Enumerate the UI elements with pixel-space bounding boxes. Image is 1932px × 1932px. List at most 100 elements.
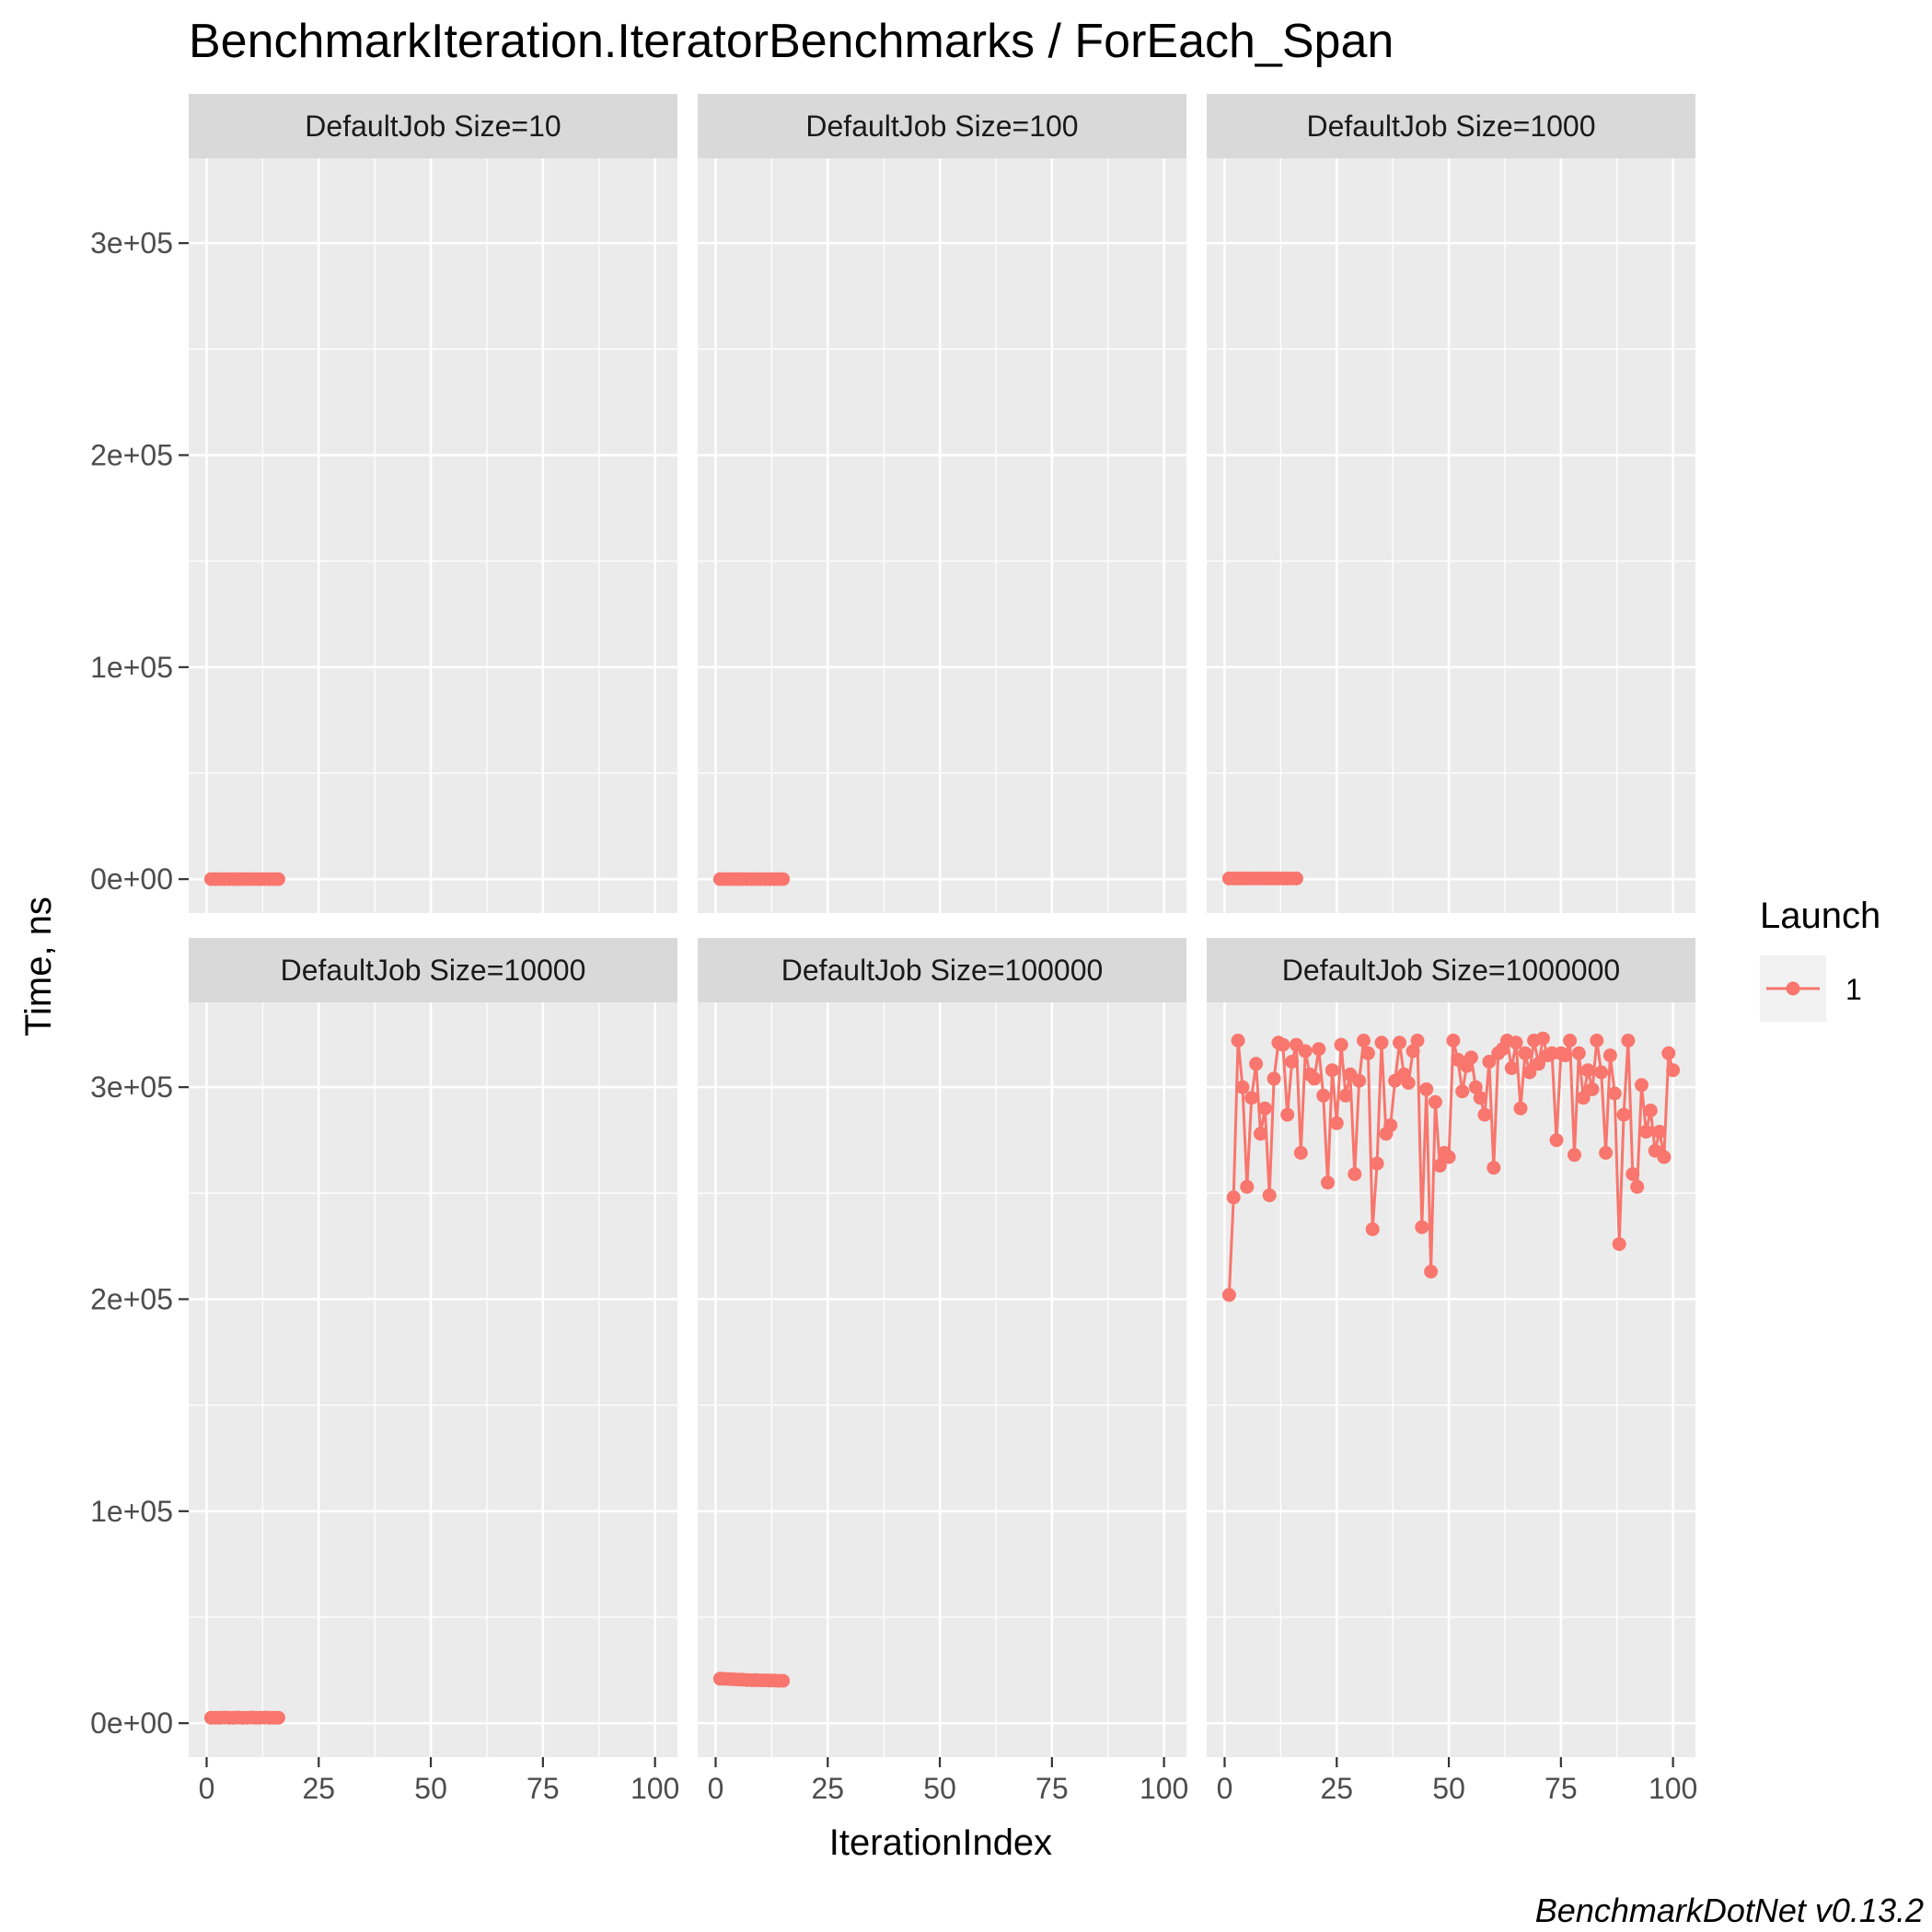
data-point — [1513, 1101, 1528, 1116]
data-point — [1568, 1148, 1581, 1163]
facet-panel: DefaultJob Size=1000000 — [1207, 938, 1695, 1757]
data-point — [1643, 1104, 1658, 1117]
y-tick-label: 2e+05 — [90, 438, 173, 471]
data-point — [1289, 871, 1303, 885]
y-tick-label: 0e+00 — [90, 1706, 173, 1740]
data-point — [1558, 1048, 1573, 1063]
data-point — [1607, 1086, 1622, 1101]
data-point — [1338, 1088, 1353, 1103]
data-point — [1666, 1063, 1681, 1078]
x-axis-ticks: 0 25 50 75 100 0 25 50 75 100 0 25 50 75 100 — [199, 1757, 1697, 1805]
data-point — [1602, 1048, 1617, 1063]
x-tick-label: 75 — [1544, 1772, 1578, 1805]
x-axis-title: IterationIndex — [829, 1822, 1052, 1863]
data-point — [1254, 1127, 1267, 1141]
data-point — [1298, 1044, 1313, 1059]
x-tick-label: 50 — [1432, 1772, 1465, 1805]
data-point — [1285, 1055, 1300, 1069]
panel-background — [189, 158, 677, 913]
data-point — [1535, 1031, 1550, 1046]
x-tick-label: 100 — [1649, 1772, 1697, 1805]
panel-background — [698, 1002, 1186, 1757]
data-point — [1657, 1150, 1672, 1164]
y-axis-title: Time, ns — [18, 897, 59, 1036]
facet-strip-label: DefaultJob Size=100 — [805, 110, 1078, 143]
x-tick-label: 25 — [1320, 1772, 1353, 1805]
data-point — [1428, 1094, 1442, 1109]
data-point — [1365, 1222, 1380, 1236]
series-line — [1227, 1035, 1675, 1295]
data-point — [1518, 1046, 1533, 1060]
chart-title: BenchmarkIteration.IteratorBenchmarks / … — [189, 15, 1394, 68]
x-tick-label: 50 — [414, 1772, 447, 1805]
data-point — [1244, 1091, 1259, 1105]
facet-strip — [189, 94, 677, 158]
data-point — [1406, 1044, 1420, 1059]
x-tick-label: 50 — [923, 1772, 956, 1805]
facet-strip — [189, 938, 677, 1002]
data-point — [1563, 1034, 1578, 1047]
data-point — [1487, 1161, 1501, 1175]
data-point — [1393, 1035, 1406, 1050]
data-point — [1571, 1046, 1586, 1060]
facet-strip-label: DefaultJob Size=1000000 — [1282, 954, 1620, 987]
facet-panel: DefaultJob Size=10 — [189, 94, 677, 913]
legend-key-point — [1786, 981, 1800, 996]
data-point — [1522, 1065, 1537, 1080]
data-point — [1616, 1107, 1631, 1122]
data-point — [1307, 1071, 1322, 1086]
data-point — [1504, 1060, 1519, 1075]
data-point — [1580, 1063, 1595, 1078]
facet-strip-label: DefaultJob Size=100000 — [781, 954, 1104, 987]
y-tick-label: 0e+00 — [90, 862, 173, 896]
data-point — [1585, 1082, 1600, 1096]
data-point — [1532, 1057, 1545, 1071]
data-point — [1590, 1034, 1604, 1047]
x-tick-label: 75 — [526, 1772, 560, 1805]
x-tick-label: 25 — [302, 1772, 335, 1805]
x-tick-label: 0 — [708, 1772, 724, 1805]
data-point — [1360, 1046, 1375, 1060]
data-point — [1635, 1078, 1649, 1093]
data-point — [1415, 1220, 1429, 1234]
x-tick-label: 25 — [811, 1772, 844, 1805]
data-point — [1370, 1156, 1384, 1171]
data-point — [1549, 1133, 1564, 1148]
data-point — [1316, 1088, 1331, 1103]
facet-panel: DefaultJob Size=1000 — [1207, 94, 1695, 913]
data-point — [1312, 1042, 1326, 1057]
data-point — [1621, 1034, 1636, 1047]
data-point — [1321, 1175, 1335, 1190]
y-tick-label: 2e+05 — [90, 1282, 173, 1315]
data-point — [1652, 1125, 1667, 1139]
facet-panels: DefaultJob Size=10 DefaultJob Size=100 Def… — [189, 94, 1695, 1757]
data-point — [1482, 1055, 1497, 1069]
data-point — [1612, 1237, 1626, 1252]
y-axis-ticks: 0e+00 1e+05 2e+05 3e+05 0e+00 1e+05 2e+05 3e+05 — [90, 226, 189, 1740]
data-point — [1473, 1091, 1487, 1105]
facet-panel: DefaultJob Size=100 — [698, 94, 1186, 913]
data-point — [1410, 1034, 1425, 1047]
facet-strip-label: DefaultJob Size=1000 — [1307, 110, 1596, 143]
x-tick-label: 100 — [631, 1772, 679, 1805]
data-point — [1231, 1034, 1245, 1047]
data-point — [1441, 1150, 1456, 1164]
facet-strip — [698, 94, 1186, 158]
data-point — [1235, 1080, 1250, 1094]
facet-strip-label: DefaultJob Size=10 — [305, 110, 561, 143]
data-point — [1329, 1116, 1344, 1130]
data-point — [1357, 1034, 1371, 1047]
facet-panel: DefaultJob Size=10000 — [189, 938, 677, 1757]
x-tick-label: 0 — [199, 1772, 215, 1805]
data-point — [1293, 1146, 1308, 1160]
caption: BenchmarkDotNet v0.13.2 — [1535, 1892, 1924, 1929]
data-point — [1424, 1265, 1439, 1278]
data-point — [1262, 1188, 1277, 1203]
data-point — [1432, 1158, 1447, 1173]
data-point — [1468, 1080, 1483, 1094]
data-point — [1249, 1057, 1264, 1071]
data-point — [1352, 1073, 1367, 1088]
data-point — [1226, 1190, 1241, 1205]
data-point — [1594, 1065, 1609, 1080]
